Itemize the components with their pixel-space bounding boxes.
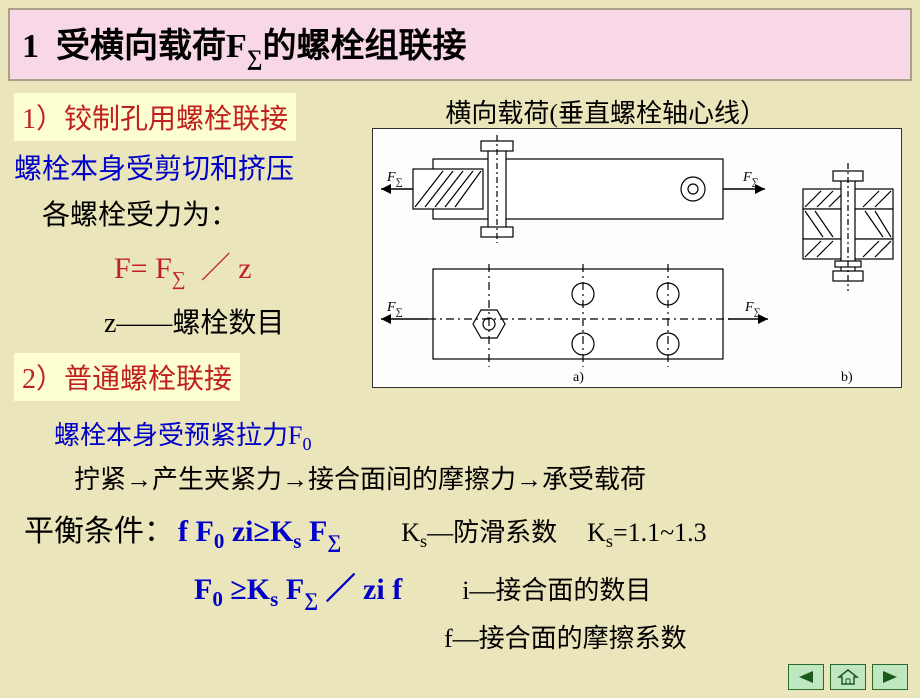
balance-row: 平衡条件： f F0 zi≥Ks F∑ Ks—防滑系数 Ks=1.1~1.3 xyxy=(24,506,906,554)
formula2: F0 ≥Ks F∑ ／ zi f xyxy=(194,564,402,612)
home-button[interactable] xyxy=(830,664,866,690)
triangle-right-icon xyxy=(881,670,899,684)
f-note: f—接合面的摩擦系数 xyxy=(444,618,906,655)
section2-blue: 螺栓本身受预紧拉力F0 xyxy=(54,415,906,455)
section2-heading: 2）普通螺栓联接 xyxy=(14,353,240,401)
main-title: 1 受横向载荷F∑的螺栓组联接 xyxy=(8,8,912,81)
i-note: i—接合面的数目 xyxy=(462,570,651,607)
home-icon xyxy=(837,668,859,686)
svg-text:F∑: F∑ xyxy=(742,170,759,188)
bolt-diagram: F∑ F∑ F∑ F∑ a) xyxy=(372,128,902,388)
side-note: 横向载荷(垂直螺栓轴心线） xyxy=(445,93,906,130)
svg-text:F∑: F∑ xyxy=(744,300,761,318)
balance-label: 平衡条件： xyxy=(24,506,174,550)
nav-buttons xyxy=(788,664,908,690)
ks-range: Ks=1.1~1.3 xyxy=(587,518,707,552)
chain-text: 拧紧→产生夹紧力→接合面间的摩擦力→承受载荷 xyxy=(74,459,906,496)
svg-text:b): b) xyxy=(841,370,853,385)
triangle-left-icon xyxy=(797,670,815,684)
formula2-row: F0 ≥Ks F∑ ／ zi f i—接合面的数目 xyxy=(194,564,906,612)
prev-button[interactable] xyxy=(788,664,824,690)
section1-heading: 1）铰制孔用螺栓联接 xyxy=(14,93,296,141)
next-button[interactable] xyxy=(872,664,908,690)
svg-text:a): a) xyxy=(573,370,584,385)
balance-formula: f F0 zi≥Ks F∑ xyxy=(178,515,341,554)
ks-note: Ks—防滑系数 xyxy=(401,512,557,552)
